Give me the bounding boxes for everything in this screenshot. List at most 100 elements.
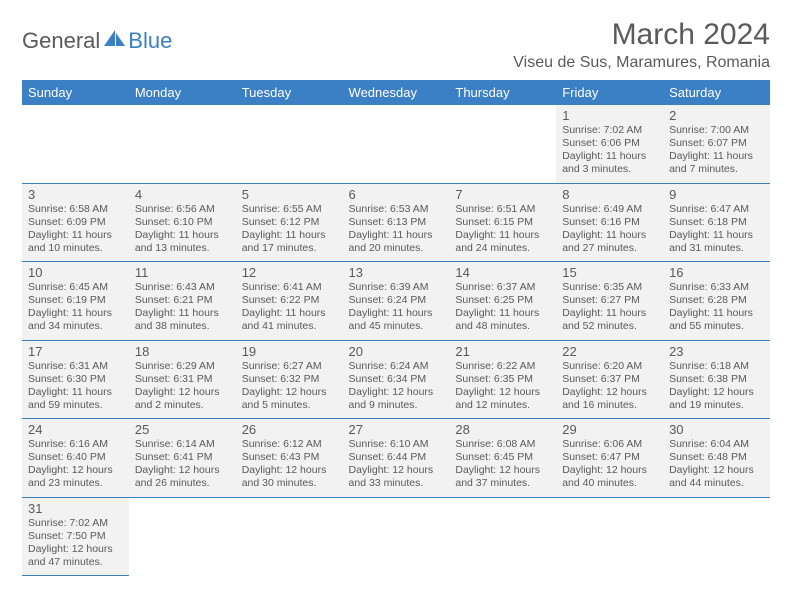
day-number: 9 [669, 187, 764, 202]
day-number: 26 [242, 422, 337, 437]
calendar-day-cell [556, 497, 663, 576]
sunset-line: Sunset: 6:48 PM [669, 451, 764, 464]
calendar-day-cell: 16Sunrise: 6:33 AMSunset: 6:28 PMDayligh… [663, 262, 770, 341]
sunrise-line: Sunrise: 6:56 AM [135, 203, 230, 216]
sunset-line: Sunset: 6:19 PM [28, 294, 123, 307]
page-header: General Blue March 2024 Viseu de Sus, Ma… [22, 18, 770, 72]
calendar-day-cell [343, 105, 450, 183]
day-info: Sunrise: 6:49 AMSunset: 6:16 PMDaylight:… [562, 203, 657, 256]
sunset-line: Sunset: 6:13 PM [349, 216, 444, 229]
calendar-day-cell: 21Sunrise: 6:22 AMSunset: 6:35 PMDayligh… [449, 340, 556, 419]
day-info: Sunrise: 6:55 AMSunset: 6:12 PMDaylight:… [242, 203, 337, 256]
day-info: Sunrise: 6:53 AMSunset: 6:13 PMDaylight:… [349, 203, 444, 256]
sunrise-line: Sunrise: 6:16 AM [28, 438, 123, 451]
sunrise-line: Sunrise: 6:06 AM [562, 438, 657, 451]
calendar-day-cell: 6Sunrise: 6:53 AMSunset: 6:13 PMDaylight… [343, 183, 450, 262]
calendar-day-cell: 23Sunrise: 6:18 AMSunset: 6:38 PMDayligh… [663, 340, 770, 419]
day-info: Sunrise: 6:16 AMSunset: 6:40 PMDaylight:… [28, 438, 123, 491]
calendar-day-cell: 12Sunrise: 6:41 AMSunset: 6:22 PMDayligh… [236, 262, 343, 341]
calendar-day-cell [449, 105, 556, 183]
sunset-line: Sunset: 6:21 PM [135, 294, 230, 307]
calendar-day-cell: 1Sunrise: 7:02 AMSunset: 6:06 PMDaylight… [556, 105, 663, 183]
sunrise-line: Sunrise: 6:51 AM [455, 203, 550, 216]
sunrise-line: Sunrise: 6:08 AM [455, 438, 550, 451]
daylight-line: Daylight: 12 hours and 37 minutes. [455, 464, 550, 490]
daylight-line: Daylight: 12 hours and 40 minutes. [562, 464, 657, 490]
sunrise-line: Sunrise: 6:20 AM [562, 360, 657, 373]
sunset-line: Sunset: 6:43 PM [242, 451, 337, 464]
day-info: Sunrise: 6:47 AMSunset: 6:18 PMDaylight:… [669, 203, 764, 256]
sunrise-line: Sunrise: 6:39 AM [349, 281, 444, 294]
day-number: 13 [349, 265, 444, 280]
sunrise-line: Sunrise: 6:04 AM [669, 438, 764, 451]
calendar-day-cell: 30Sunrise: 6:04 AMSunset: 6:48 PMDayligh… [663, 419, 770, 498]
calendar-day-cell: 26Sunrise: 6:12 AMSunset: 6:43 PMDayligh… [236, 419, 343, 498]
day-number: 14 [455, 265, 550, 280]
sunset-line: Sunset: 6:40 PM [28, 451, 123, 464]
calendar-day-cell: 2Sunrise: 7:00 AMSunset: 6:07 PMDaylight… [663, 105, 770, 183]
day-info: Sunrise: 7:02 AMSunset: 6:06 PMDaylight:… [562, 124, 657, 177]
calendar-day-cell [129, 497, 236, 576]
day-number: 8 [562, 187, 657, 202]
daylight-line: Daylight: 12 hours and 26 minutes. [135, 464, 230, 490]
calendar-day-cell: 5Sunrise: 6:55 AMSunset: 6:12 PMDaylight… [236, 183, 343, 262]
calendar-day-cell: 4Sunrise: 6:56 AMSunset: 6:10 PMDaylight… [129, 183, 236, 262]
day-number: 21 [455, 344, 550, 359]
day-info: Sunrise: 6:35 AMSunset: 6:27 PMDaylight:… [562, 281, 657, 334]
daylight-line: Daylight: 11 hours and 17 minutes. [242, 229, 337, 255]
sunrise-line: Sunrise: 6:22 AM [455, 360, 550, 373]
day-info: Sunrise: 6:10 AMSunset: 6:44 PMDaylight:… [349, 438, 444, 491]
weekday-header: Friday [556, 80, 663, 105]
day-info: Sunrise: 6:24 AMSunset: 6:34 PMDaylight:… [349, 360, 444, 413]
calendar-day-cell [449, 497, 556, 576]
calendar-day-cell [343, 497, 450, 576]
weekday-header-row: SundayMondayTuesdayWednesdayThursdayFrid… [22, 80, 770, 105]
logo-text-general: General [22, 28, 100, 54]
day-number: 3 [28, 187, 123, 202]
daylight-line: Daylight: 12 hours and 9 minutes. [349, 386, 444, 412]
day-number: 12 [242, 265, 337, 280]
day-number: 11 [135, 265, 230, 280]
calendar-week-row: 1Sunrise: 7:02 AMSunset: 6:06 PMDaylight… [22, 105, 770, 183]
calendar-day-cell: 20Sunrise: 6:24 AMSunset: 6:34 PMDayligh… [343, 340, 450, 419]
day-info: Sunrise: 6:41 AMSunset: 6:22 PMDaylight:… [242, 281, 337, 334]
calendar-day-cell: 19Sunrise: 6:27 AMSunset: 6:32 PMDayligh… [236, 340, 343, 419]
sunrise-line: Sunrise: 6:47 AM [669, 203, 764, 216]
sunset-line: Sunset: 6:45 PM [455, 451, 550, 464]
day-number: 31 [28, 501, 123, 516]
sunset-line: Sunset: 6:24 PM [349, 294, 444, 307]
sunrise-line: Sunrise: 6:14 AM [135, 438, 230, 451]
sunrise-line: Sunrise: 7:02 AM [562, 124, 657, 137]
sunset-line: Sunset: 6:25 PM [455, 294, 550, 307]
day-info: Sunrise: 7:00 AMSunset: 6:07 PMDaylight:… [669, 124, 764, 177]
sunset-line: Sunset: 6:10 PM [135, 216, 230, 229]
calendar-body: 1Sunrise: 7:02 AMSunset: 6:06 PMDaylight… [22, 105, 770, 576]
calendar-day-cell: 18Sunrise: 6:29 AMSunset: 6:31 PMDayligh… [129, 340, 236, 419]
sunrise-line: Sunrise: 6:12 AM [242, 438, 337, 451]
sunrise-line: Sunrise: 7:02 AM [28, 517, 123, 530]
day-info: Sunrise: 6:45 AMSunset: 6:19 PMDaylight:… [28, 281, 123, 334]
sunset-line: Sunset: 6:28 PM [669, 294, 764, 307]
calendar-week-row: 31Sunrise: 7:02 AMSunset: 7:50 PMDayligh… [22, 497, 770, 576]
day-number: 18 [135, 344, 230, 359]
sunrise-line: Sunrise: 6:58 AM [28, 203, 123, 216]
daylight-line: Daylight: 11 hours and 52 minutes. [562, 307, 657, 333]
day-number: 23 [669, 344, 764, 359]
daylight-line: Daylight: 11 hours and 34 minutes. [28, 307, 123, 333]
daylight-line: Daylight: 12 hours and 33 minutes. [349, 464, 444, 490]
daylight-line: Daylight: 11 hours and 7 minutes. [669, 150, 764, 176]
calendar-day-cell: 22Sunrise: 6:20 AMSunset: 6:37 PMDayligh… [556, 340, 663, 419]
day-number: 16 [669, 265, 764, 280]
daylight-line: Daylight: 12 hours and 2 minutes. [135, 386, 230, 412]
sunrise-line: Sunrise: 6:33 AM [669, 281, 764, 294]
sunset-line: Sunset: 6:22 PM [242, 294, 337, 307]
day-number: 2 [669, 108, 764, 123]
daylight-line: Daylight: 12 hours and 44 minutes. [669, 464, 764, 490]
sunrise-line: Sunrise: 6:43 AM [135, 281, 230, 294]
weekday-header: Wednesday [343, 80, 450, 105]
day-number: 6 [349, 187, 444, 202]
day-info: Sunrise: 6:14 AMSunset: 6:41 PMDaylight:… [135, 438, 230, 491]
daylight-line: Daylight: 12 hours and 23 minutes. [28, 464, 123, 490]
calendar-day-cell: 7Sunrise: 6:51 AMSunset: 6:15 PMDaylight… [449, 183, 556, 262]
calendar-day-cell: 11Sunrise: 6:43 AMSunset: 6:21 PMDayligh… [129, 262, 236, 341]
